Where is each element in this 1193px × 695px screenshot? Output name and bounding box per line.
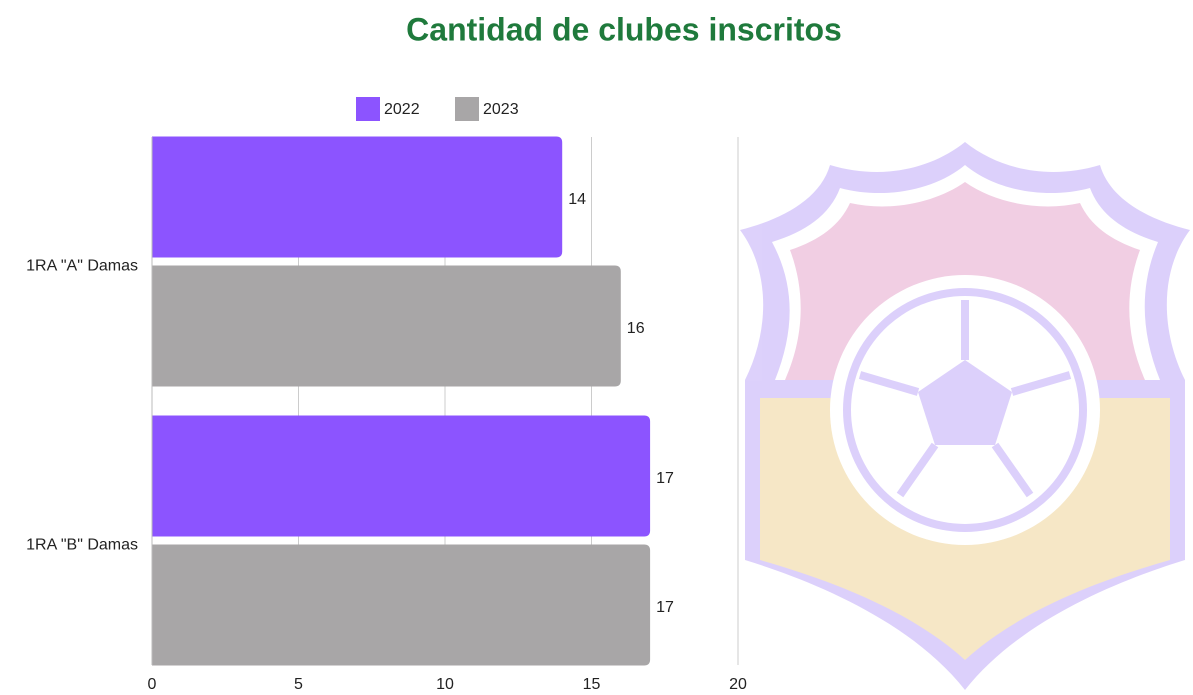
x-tick-label: 10 xyxy=(436,676,454,693)
y-tick-label: 1RA "B" Damas xyxy=(26,537,138,554)
page: {"chart_data": {"type": "bar", "orientat… xyxy=(0,0,1193,695)
chart: Cantidad de clubes inscritos 0 5 10 15 20 2022… xyxy=(0,0,1193,695)
x-tick-label: 20 xyxy=(729,676,747,693)
value-label: 14 xyxy=(568,191,586,208)
x-tick-label: 0 xyxy=(148,676,157,693)
legend-label: 2023 xyxy=(483,101,519,118)
legend-swatch xyxy=(455,97,479,121)
value-label: 17 xyxy=(656,470,674,487)
emblem xyxy=(740,142,1190,690)
y-tick-label: 1RA "A" Damas xyxy=(26,258,138,275)
bar xyxy=(152,137,562,258)
value-label: 17 xyxy=(656,599,674,616)
bar xyxy=(152,545,650,666)
legend-swatch xyxy=(356,97,380,121)
chart-title: Cantidad de clubes inscritos xyxy=(406,11,842,47)
bar xyxy=(152,416,650,537)
x-tick-label: 5 xyxy=(294,676,303,693)
value-label: 16 xyxy=(627,320,645,337)
legend-label: 2022 xyxy=(384,101,420,118)
x-tick-label: 15 xyxy=(583,676,601,693)
bar xyxy=(152,266,621,387)
